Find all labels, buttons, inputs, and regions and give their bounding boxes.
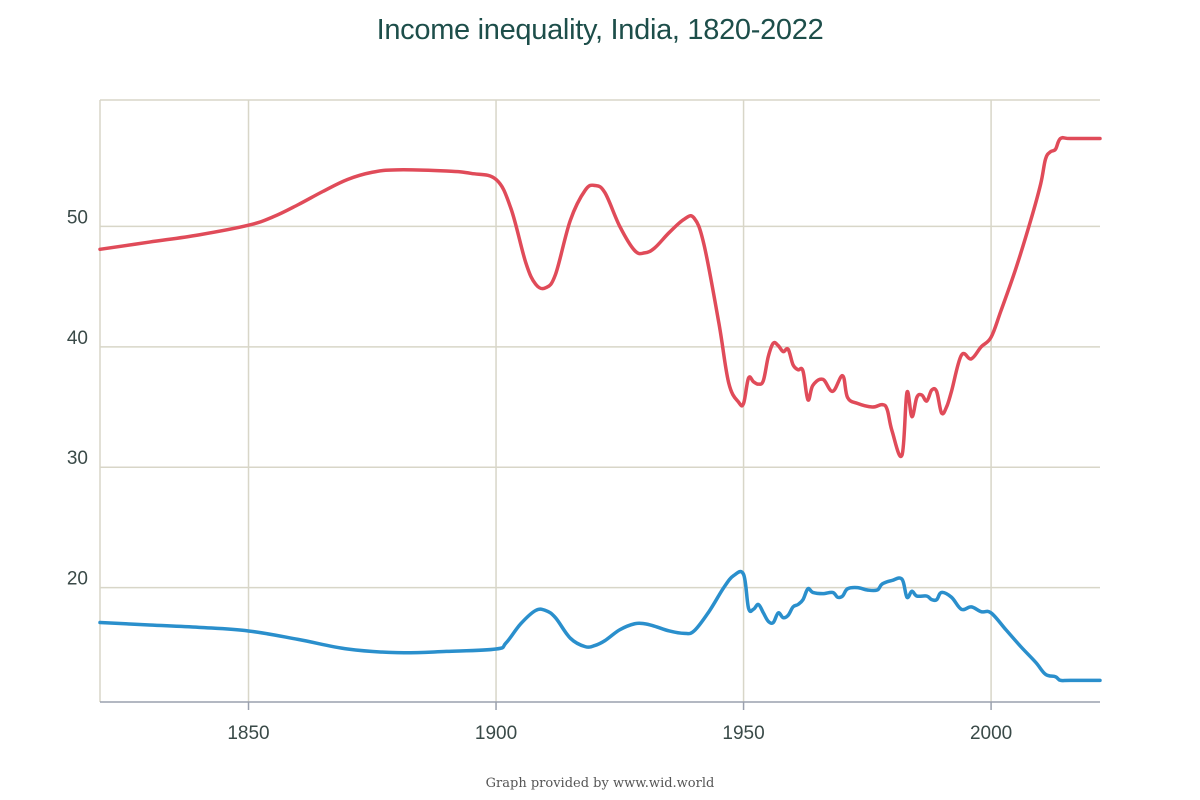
x-tick-label-1950: 1950 xyxy=(722,723,764,744)
y-tick-label-50: 50 xyxy=(67,207,88,228)
series-line-upper xyxy=(98,135,1102,459)
x-tick-label-2000: 2000 xyxy=(970,723,1012,744)
series-line-lower xyxy=(98,569,1102,683)
y-tick-label-30: 30 xyxy=(67,448,88,469)
y-tick-label-20: 20 xyxy=(67,569,88,590)
chart-title: Income inequality, India, 1820-2022 xyxy=(376,14,824,46)
x-tick-label-1900: 1900 xyxy=(475,723,517,744)
footer-credit[interactable]: Graph provided by www.wid.world xyxy=(485,776,715,791)
y-tick-label-40: 40 xyxy=(67,328,88,349)
x-tick-label-1850: 1850 xyxy=(227,723,269,744)
